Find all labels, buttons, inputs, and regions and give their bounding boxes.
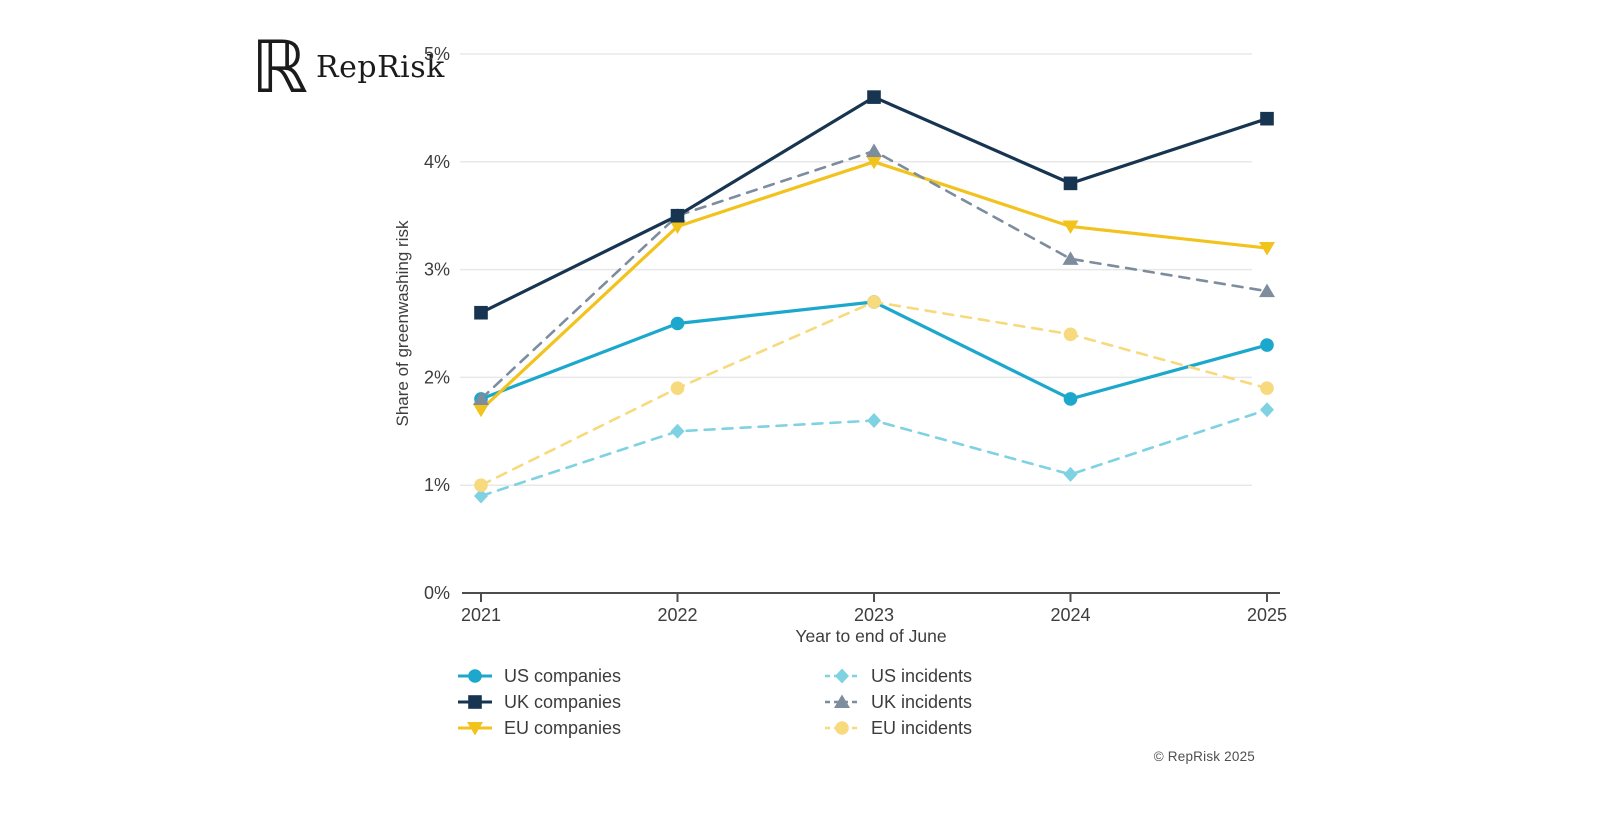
- y-tick-label-3: 3%: [424, 260, 450, 280]
- legend-label: EU companies: [504, 717, 622, 738]
- data-point-marker: [1063, 466, 1078, 482]
- legend-swatch-us-incidents: [825, 668, 859, 684]
- data-point-marker: [468, 695, 482, 709]
- y-tick-label-2: 2%: [424, 367, 450, 387]
- data-point-marker: [670, 208, 685, 223]
- data-point-marker: [866, 143, 882, 158]
- y-axis-title: Share of greenwashing risk: [393, 220, 412, 427]
- data-point-marker: [1062, 251, 1079, 265]
- legend-column-incidents: US incidents UK incidents EU incidents: [825, 663, 972, 741]
- legend-label: UK companies: [504, 691, 622, 712]
- data-point-marker: [473, 403, 489, 418]
- series-us-incidents: [474, 402, 1274, 504]
- x-tick-label-2022: 2022: [657, 605, 697, 625]
- reprisk-logo-text: RepRisk: [316, 49, 445, 85]
- legend-label: UK incidents: [871, 691, 973, 712]
- legend-swatch-eu-companies: [458, 722, 492, 736]
- legend-swatch-us-companies: [458, 669, 492, 683]
- data-point-marker: [834, 694, 850, 708]
- legend-swatch-uk-incidents: [825, 694, 859, 708]
- data-point-marker: [474, 305, 488, 320]
- x-tick-label-2024: 2024: [1050, 605, 1090, 625]
- data-point-marker: [468, 669, 482, 683]
- legend-item-us-companies: US companies: [458, 663, 825, 689]
- reprisk-logo: ℝ RepRisk: [251, 30, 445, 104]
- series-line-us-companies: [479, 300, 1269, 401]
- series-line-eu-incidents: [479, 300, 1269, 487]
- legend-item-eu-incidents: EU incidents: [825, 715, 972, 741]
- data-point-marker: [1260, 381, 1274, 395]
- data-point-marker: [1063, 176, 1078, 191]
- data-point-marker: [1260, 338, 1274, 352]
- x-tick-label-2021: 2021: [461, 605, 501, 625]
- series-us-companies: [474, 295, 1274, 406]
- data-point-marker: [1259, 242, 1275, 256]
- data-point-marker: [670, 423, 685, 439]
- legend-swatch-uk-companies: [458, 695, 492, 709]
- data-point-marker: [473, 391, 489, 405]
- data-point-marker: [670, 316, 685, 331]
- legend-swatch-eu-incidents: [825, 721, 859, 735]
- y-tick-label-1: 1%: [424, 475, 450, 495]
- chart-legend: US companies UK companies EU companies US …: [458, 663, 972, 741]
- data-point-marker: [835, 668, 849, 684]
- data-point-marker: [867, 90, 881, 104]
- series-uk-incidents: [473, 143, 1275, 405]
- data-point-marker: [835, 721, 849, 735]
- data-point-marker: [867, 413, 881, 429]
- data-point-marker: [866, 155, 882, 170]
- legend-column-companies: US companies UK companies EU companies: [458, 663, 825, 741]
- legend-item-eu-companies: EU companies: [458, 715, 825, 741]
- y-tick-label-4: 4%: [424, 152, 450, 172]
- data-point-marker: [1063, 392, 1078, 406]
- data-point-marker: [1260, 111, 1274, 126]
- x-tick-label-2025: 2025: [1247, 605, 1287, 625]
- data-point-marker: [1062, 220, 1079, 234]
- series-uk-companies: [474, 90, 1274, 320]
- legend-label: US companies: [504, 665, 622, 686]
- legend-label: US incidents: [871, 665, 973, 686]
- legend-item-uk-incidents: UK incidents: [825, 689, 972, 715]
- data-point-marker: [467, 722, 483, 736]
- series-line-uk-companies: [479, 95, 1269, 315]
- legend-item-uk-companies: UK companies: [458, 689, 825, 715]
- y-tick-label-0: 0%: [424, 583, 450, 603]
- legend-label: EU incidents: [871, 717, 973, 738]
- reprisk-logo-mark-icon: ℝ: [251, 25, 309, 109]
- data-point-marker: [670, 381, 685, 395]
- series-eu-incidents: [474, 295, 1274, 493]
- data-point-marker: [474, 478, 488, 493]
- data-point-marker: [1259, 283, 1275, 298]
- data-point-marker: [1063, 327, 1078, 342]
- y-tick-label-5: 5%: [424, 44, 450, 64]
- x-axis: [462, 592, 1280, 602]
- series-eu-companies: [473, 155, 1275, 418]
- series-line-eu-companies: [479, 160, 1269, 412]
- x-tick-label-2023: 2023: [854, 605, 894, 625]
- series-line-uk-incidents: [479, 149, 1269, 401]
- data-point-marker: [669, 220, 686, 234]
- y-axis-labels: 0% 1% 2% 3% 4% 5%: [424, 44, 450, 603]
- legend-item-us-incidents: US incidents: [825, 663, 972, 689]
- copyright-notice: © RepRisk 2025: [1153, 749, 1255, 764]
- data-point-marker: [1260, 402, 1274, 418]
- x-axis-title: Year to end of June: [795, 626, 946, 646]
- data-point-marker: [867, 295, 881, 309]
- data-point-marker: [474, 488, 488, 504]
- x-axis-labels: 2021 2022 2023 2024 2025: [461, 605, 1287, 625]
- gridlines: [460, 53, 1252, 486]
